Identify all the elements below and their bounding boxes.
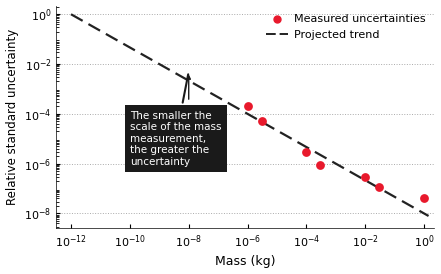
Point	[303, 150, 310, 154]
Point	[362, 175, 369, 179]
Point	[317, 163, 324, 167]
X-axis label: Mass (kg): Mass (kg)	[215, 255, 276, 269]
Text: The smaller the
scale of the mass
measurement,
the greater the
uncertainty: The smaller the scale of the mass measur…	[130, 74, 221, 167]
Point	[258, 119, 265, 124]
Point	[244, 104, 251, 109]
Point	[421, 196, 428, 201]
Y-axis label: Relative standard uncertainty: Relative standard uncertainty	[6, 29, 19, 205]
Point	[376, 184, 383, 189]
Legend: Measured uncertainties, Projected trend: Measured uncertainties, Projected trend	[263, 11, 429, 43]
